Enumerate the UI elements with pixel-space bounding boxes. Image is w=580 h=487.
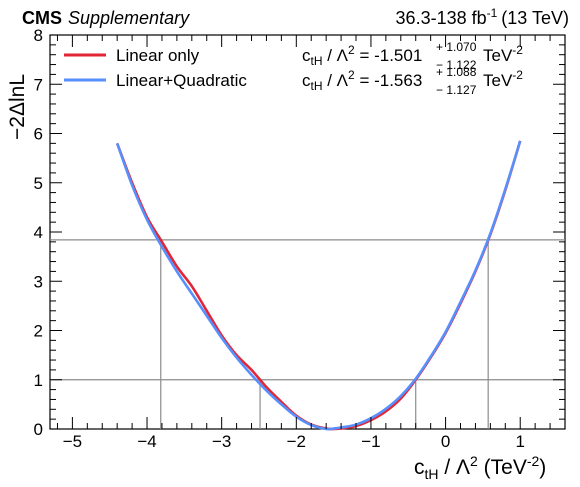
threshold-lines bbox=[50, 239, 565, 429]
result-linear-unit: TeV-2 bbox=[483, 43, 523, 65]
x-tick-label: −5 bbox=[63, 432, 82, 451]
experiment-label: CMS bbox=[22, 8, 62, 28]
y-tick-label: 5 bbox=[34, 174, 43, 193]
x-tick-label: −1 bbox=[361, 432, 380, 451]
y-tick-label: 8 bbox=[34, 26, 43, 45]
y-tick-label: 2 bbox=[34, 322, 43, 341]
legend-label-quadratic: Linear+Quadratic bbox=[116, 71, 247, 90]
x-tick-label: −2 bbox=[287, 432, 306, 451]
curve-linear-only bbox=[115, 140, 522, 431]
result-linear-err-down: − 1.122 bbox=[436, 58, 477, 72]
x-tick-label: 1 bbox=[515, 432, 524, 451]
x-tick-label: 0 bbox=[441, 432, 450, 451]
result-quadratic-main: ctH / Λ2 = -1.563 bbox=[302, 68, 422, 93]
y-tick-label: 3 bbox=[34, 272, 43, 291]
result-linear-main: ctH / Λ2 = -1.501 bbox=[302, 43, 422, 68]
y-axis-title: −2ΔlnL bbox=[6, 74, 29, 140]
axes: −5 −4 −3 −2 −1 0 1 0 1 2 3 4 5 6 7 8 bbox=[34, 26, 566, 451]
result-quadratic-unit: TeV-2 bbox=[483, 68, 523, 90]
legend-label-linear: Linear only bbox=[116, 46, 200, 65]
x-tick-label: −3 bbox=[212, 432, 231, 451]
luminosity-label: 36.3-138 fb-1 (13 TeV) bbox=[396, 6, 569, 28]
result-linear-err-up: + 1.070 bbox=[436, 40, 477, 54]
legend: Linear only Linear+Quadratic bbox=[64, 46, 247, 90]
y-tick-label: 7 bbox=[34, 75, 43, 94]
x-axis-title: ctH / Λ2 (TeV-2) bbox=[414, 453, 546, 482]
curve-linear-quadratic bbox=[115, 140, 522, 431]
result-linear: ctH / Λ2 = -1.501 + 1.070 − 1.122 TeV-2 bbox=[302, 40, 523, 72]
x-tick-label: −4 bbox=[137, 432, 156, 451]
likelihood-curves bbox=[115, 140, 522, 431]
supplementary-label: Supplementary bbox=[68, 8, 190, 28]
y-tick-label: 0 bbox=[34, 420, 43, 439]
y-tick-label: 1 bbox=[34, 371, 43, 390]
result-quadratic-err-up: + 1.088 bbox=[436, 65, 477, 79]
result-quadratic-err-down: − 1.127 bbox=[436, 83, 477, 97]
y-tick-label: 6 bbox=[34, 125, 43, 144]
result-quadratic: ctH / Λ2 = -1.563 + 1.088 − 1.127 TeV-2 bbox=[302, 65, 523, 97]
y-tick-label: 4 bbox=[34, 223, 43, 242]
